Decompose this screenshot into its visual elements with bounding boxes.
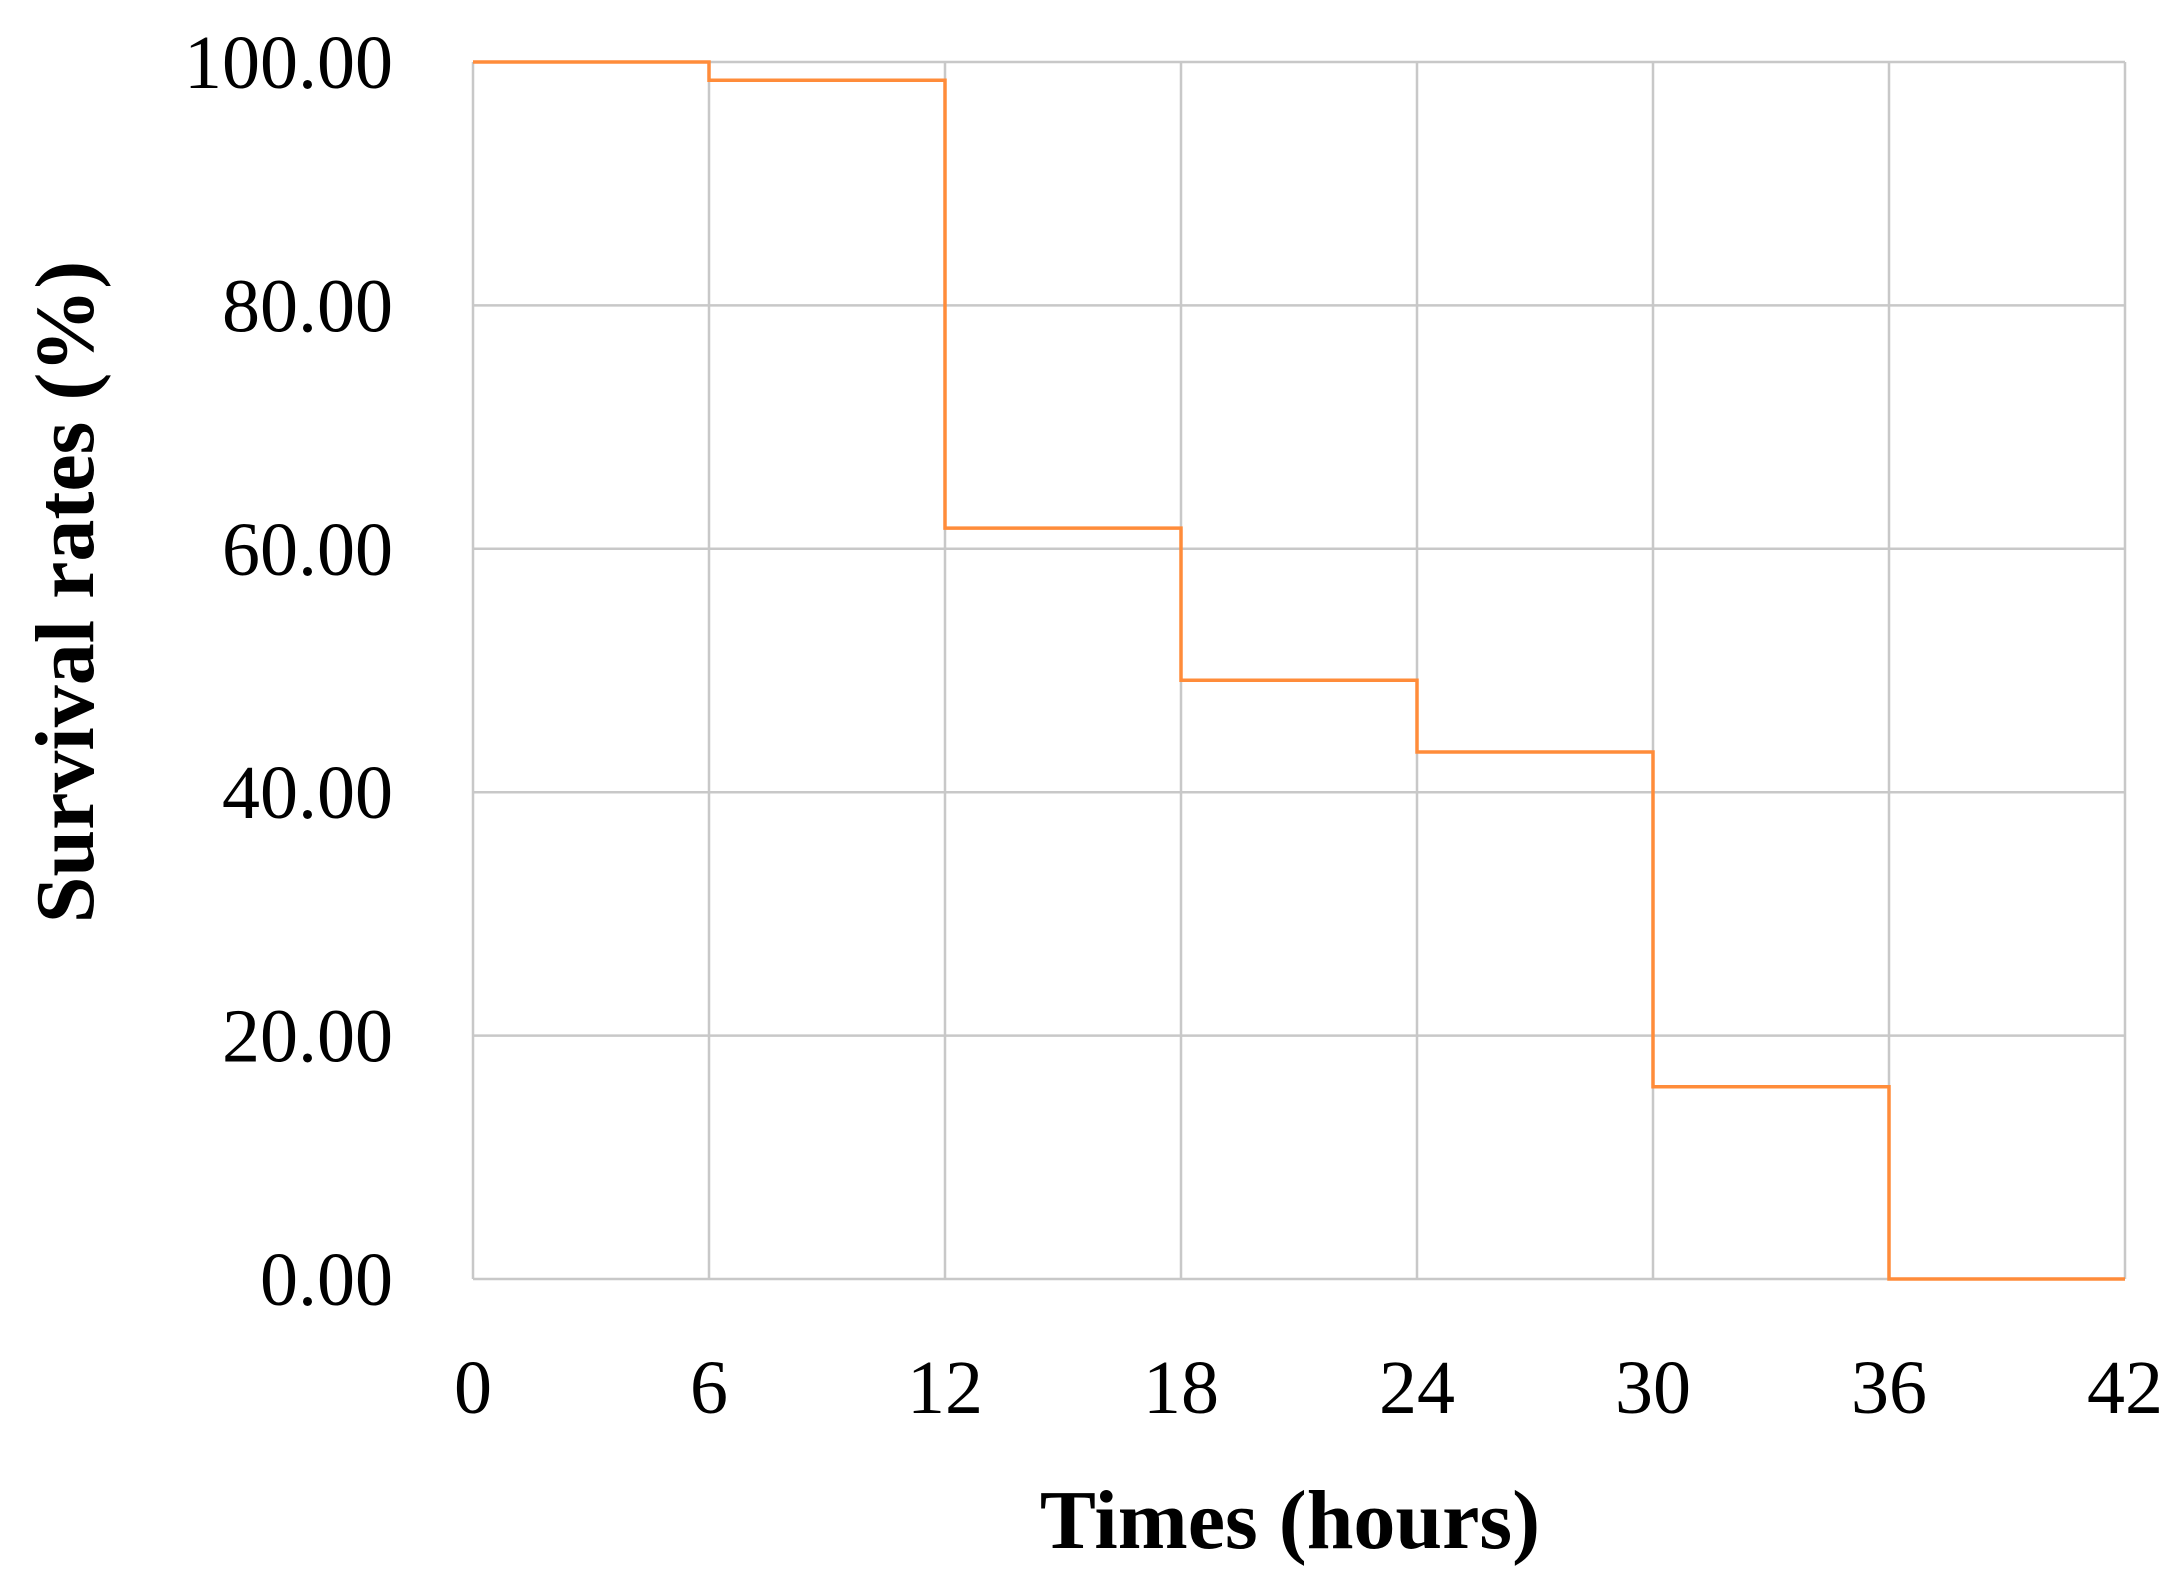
x-tick-label: 24 [1379,1346,1455,1430]
y-tick-label: 100.00 [184,21,393,105]
y-axis-title: Survival rates (%) [19,261,112,924]
series-layer [473,60,2125,1281]
x-tick-label: 12 [907,1346,983,1430]
x-axis-ticks: 0 6 12 18 24 30 36 42 [454,1346,2163,1430]
x-axis-title: Times (hours) [1040,1474,1540,1567]
grid [471,60,2127,1281]
survival-step-line [473,60,2125,1281]
y-tick-label: 40.00 [222,751,393,835]
y-axis-ticks: 0.00 20.00 40.00 60.00 80.00 100.00 [184,21,393,1322]
x-tick-label: 6 [690,1346,728,1430]
x-tick-label: 18 [1143,1346,1219,1430]
y-tick-label: 60.00 [222,508,393,592]
x-tick-label: 0 [454,1346,492,1430]
y-tick-label: 80.00 [222,264,393,348]
x-tick-label: 36 [1851,1346,1927,1430]
x-tick-label: 30 [1615,1346,1691,1430]
y-tick-label: 20.00 [222,995,393,1079]
y-tick-label: 0.00 [260,1238,393,1322]
x-tick-label: 42 [2087,1346,2163,1430]
